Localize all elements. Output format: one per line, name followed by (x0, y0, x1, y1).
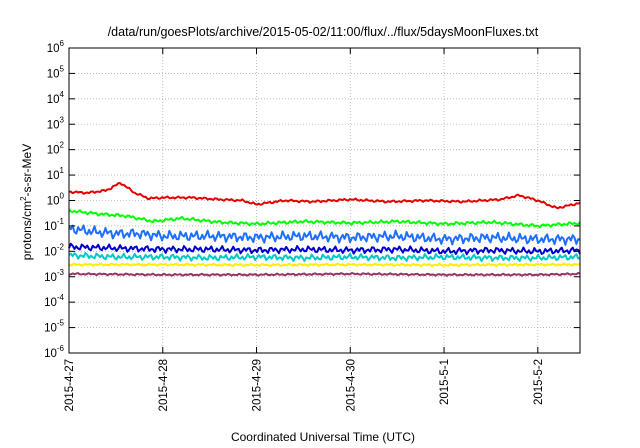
series-line-6 (68, 262, 581, 268)
x-axis-label: Coordinated Universal Time (UTC) (231, 430, 415, 444)
series-line-7 (68, 271, 581, 277)
x-tick-label: 2015-5-1 (439, 359, 451, 405)
y-tick-labels: 10-6 10-5 10-4 10-3 10-2 10-1 100 101 102 103 104 1… (44, 39, 64, 360)
series-line-1 (68, 182, 581, 210)
y-tick-label: 10-3 (44, 268, 64, 284)
x-tick-label: 2015-4-29 (252, 359, 264, 411)
y-tick-label: 103 (47, 115, 65, 131)
x-tick-label: 2015-4-27 (64, 359, 76, 411)
series-line-3 (68, 224, 581, 246)
series-line-4 (68, 242, 581, 256)
y-tick-label: 10-2 (44, 242, 64, 258)
series-line-5 (68, 252, 581, 262)
x-tick-label: 2015-4-30 (345, 359, 357, 411)
series-layer (68, 182, 581, 277)
y-tick-label: 101 (47, 166, 65, 182)
tick-marks (68, 47, 580, 354)
y-tick-label: 10-5 (44, 319, 64, 335)
y-tick-label: 10-4 (44, 293, 64, 309)
y-tick-label: 10-6 (44, 344, 64, 360)
x-tick-label: 2015-5-2 (533, 359, 545, 405)
y-axis-label-after: -s-sr-MeV (20, 144, 34, 197)
chart-title: /data/run/goesPlots/archive/2015-05-02/1… (108, 25, 539, 39)
y-tick-label: 106 (47, 39, 65, 55)
x-tick-label: 2015-4-28 (158, 359, 170, 411)
y-tick-label: 102 (47, 141, 65, 157)
y-axis-label-superscript: 2 (19, 196, 28, 201)
y-tick-label: 105 (47, 64, 65, 80)
series-line-2 (68, 208, 581, 229)
y-tick-label: 104 (47, 90, 65, 106)
x-tick-labels: 2015-4-27 2015-4-28 2015-4-29 2015-4-30 2015… (64, 359, 545, 411)
y-axis-label-before: protons/cm (20, 201, 34, 260)
y-tick-label: 100 (47, 192, 65, 208)
y-axis-label: protons/cm2-s-sr-MeV (19, 144, 34, 260)
y-tick-label: 10-1 (44, 217, 64, 233)
